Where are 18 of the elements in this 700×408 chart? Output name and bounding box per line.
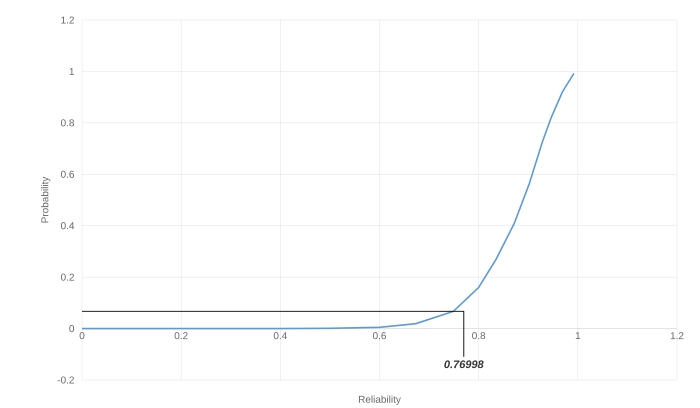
y-tick-label: 1 <box>70 68 74 75</box>
x-tick-label: 0.8 <box>472 332 486 340</box>
y-tick-label: -0.2 <box>58 376 74 384</box>
x-tick-label: 1 <box>576 332 580 339</box>
x-tick-label: 1.2 <box>670 332 684 340</box>
x-tick-label: 0.6 <box>372 332 386 340</box>
y-tick-label: 0 <box>69 325 74 332</box>
y-tick-label: 1.2 <box>61 16 74 24</box>
y-tick-label: 0.2 <box>60 274 74 281</box>
annotation: 0.76998 <box>444 360 484 368</box>
x-tick-label: 0.4 <box>274 332 287 340</box>
y-axis-title: Probability <box>41 176 50 223</box>
y-tick-label: 0.8 <box>60 119 74 126</box>
y-tick-label: 0.6 <box>60 170 74 178</box>
x-tick-label: 0 <box>80 332 84 340</box>
y-tick-label: 0.4 <box>60 222 74 230</box>
x-axis-title: Reliability <box>358 396 401 405</box>
x-tick-label: 0.2 <box>174 332 188 340</box>
